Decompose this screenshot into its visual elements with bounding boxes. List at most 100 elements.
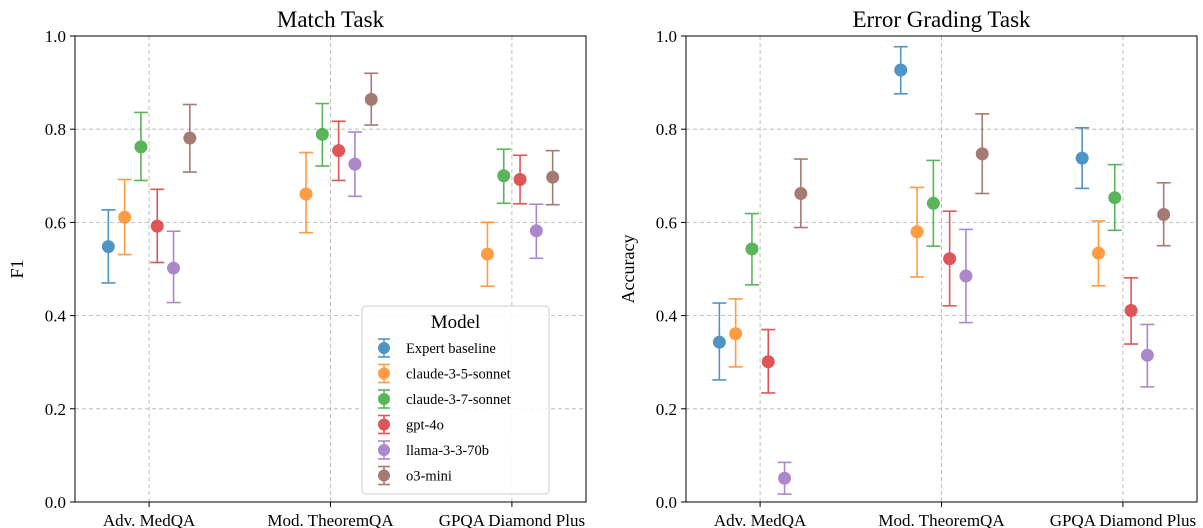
data-point xyxy=(1075,127,1090,190)
legend-marker-dot xyxy=(378,444,390,456)
marker-llama-3-3-70b xyxy=(529,224,543,238)
marker-expert-baseline xyxy=(712,335,726,349)
chart-title: Match Task xyxy=(277,7,385,32)
legend-marker xyxy=(378,363,390,384)
data-point xyxy=(728,298,743,368)
marker-gpt-4o xyxy=(943,252,957,266)
data-point xyxy=(545,149,560,206)
legend-marker xyxy=(378,465,390,486)
data-point xyxy=(1107,163,1122,232)
marker-gpt-4o xyxy=(1124,303,1138,317)
x-tick-label: Adv. MedQA xyxy=(103,511,196,528)
data-point xyxy=(910,186,925,278)
data-point xyxy=(347,131,362,198)
data-point xyxy=(299,151,314,234)
marker-claude-3-5-sonnet xyxy=(480,247,494,261)
data-point xyxy=(1140,323,1155,388)
panel-error-grading-task: 0.0 0.2 0.4 0.6 0.8 1.0 Adv. MedQA Mod. Theorem… xyxy=(618,7,1198,528)
data-point xyxy=(150,188,165,264)
marker-claude-3-7-sonnet xyxy=(315,127,329,141)
marker-o3-mini xyxy=(975,147,989,161)
marker-llama-3-3-70b xyxy=(778,471,792,485)
legend-entry-label: Expert baseline xyxy=(406,341,496,357)
marker-gpt-4o xyxy=(513,173,527,187)
data-point xyxy=(182,103,197,173)
y-tick-label: 0.0 xyxy=(656,493,677,512)
y-tick-label: 0.6 xyxy=(656,213,677,232)
marker-expert-baseline xyxy=(1075,151,1089,165)
legend-box xyxy=(361,305,550,495)
marker-gpt-4o xyxy=(332,144,346,158)
marker-llama-3-3-70b xyxy=(1140,348,1154,362)
legend: Model Expert baseline claude-3-5-sonnet cla… xyxy=(361,305,550,495)
y-tick-label: 0.0 xyxy=(45,493,66,512)
y-tick-label: 0.2 xyxy=(656,400,677,419)
data-point xyxy=(315,102,330,167)
data-point xyxy=(133,111,148,182)
marker-expert-baseline xyxy=(101,240,115,254)
legend-entry-label: claude-3-5-sonnet xyxy=(406,367,511,383)
data-point xyxy=(975,113,990,195)
legend-entry-label: claude-3-7-sonnet xyxy=(406,392,511,408)
x-tick-label: Mod. TheoremQA xyxy=(267,511,394,528)
y-tick-label: 0.8 xyxy=(656,120,677,139)
marker-claude-3-7-sonnet xyxy=(1108,191,1122,205)
marker-claude-3-5-sonnet xyxy=(910,225,924,239)
data-point xyxy=(1091,220,1106,287)
marker-o3-mini xyxy=(183,131,197,145)
data-point xyxy=(712,302,727,381)
y-tick-label: 0.2 xyxy=(45,400,66,419)
data-point xyxy=(761,328,776,394)
data-point xyxy=(942,210,957,307)
marker-gpt-4o xyxy=(761,355,775,369)
legend-marker xyxy=(378,389,390,409)
y-tick-label: 0.4 xyxy=(45,307,67,326)
data-point xyxy=(364,72,379,126)
marker-o3-mini xyxy=(364,92,378,106)
data-point xyxy=(926,159,941,247)
marker-claude-3-7-sonnet xyxy=(497,169,511,183)
marker-gpt-4o xyxy=(150,219,164,233)
legend-marker-dot xyxy=(378,393,390,405)
legend-marker xyxy=(378,440,390,460)
marker-claude-3-5-sonnet xyxy=(118,210,132,224)
data-point xyxy=(529,203,544,260)
legend-entry-label: llama-3-3-70b xyxy=(406,443,489,459)
data-point xyxy=(893,45,908,95)
data-point xyxy=(513,154,528,205)
data-point xyxy=(480,221,495,288)
marker-claude-3-5-sonnet xyxy=(1091,246,1105,260)
data-point xyxy=(166,230,181,304)
legend-marker xyxy=(378,414,390,435)
data-point xyxy=(331,120,346,182)
data-point xyxy=(1156,181,1171,247)
panel-match-task: 0.0 0.2 0.4 0.6 0.8 1.0 Adv. MedQA Mod. Theorem… xyxy=(7,7,587,528)
y-tick-label: 0.4 xyxy=(656,307,678,326)
data-point xyxy=(777,461,792,495)
data-point xyxy=(117,178,132,256)
x-tick-label: Adv. MedQA xyxy=(714,511,807,528)
data-point xyxy=(793,158,808,229)
y-tick-label: 1.0 xyxy=(45,27,66,46)
marker-expert-baseline xyxy=(894,63,908,77)
y-tick-label: 0.8 xyxy=(45,120,66,139)
legend-marker-dot xyxy=(378,342,390,354)
legend-marker xyxy=(378,338,390,358)
marker-llama-3-3-70b xyxy=(348,157,362,171)
marker-claude-3-7-sonnet xyxy=(134,140,148,154)
marker-llama-3-3-70b xyxy=(167,261,181,275)
x-tick-label: Mod. TheoremQA xyxy=(878,511,1005,528)
legend-title: Model xyxy=(431,312,481,333)
y-tick-label: 1.0 xyxy=(656,27,677,46)
x-tick-label: GPQA Diamond Plus xyxy=(439,511,585,528)
legend-entry-label: o3-mini xyxy=(406,469,452,485)
marker-claude-3-5-sonnet xyxy=(299,187,313,201)
legend-entry-label: gpt-4o xyxy=(406,418,444,434)
data-point xyxy=(496,148,511,205)
data-point xyxy=(744,212,759,286)
marker-o3-mini xyxy=(794,187,808,201)
legend-marker-dot xyxy=(378,469,390,482)
y-axis-label: F1 xyxy=(7,259,27,278)
legend-marker-dot xyxy=(378,367,390,380)
marker-claude-3-5-sonnet xyxy=(729,327,743,341)
